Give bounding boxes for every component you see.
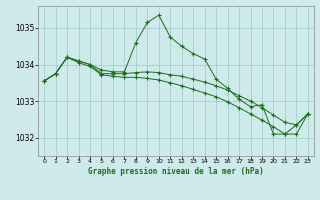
X-axis label: Graphe pression niveau de la mer (hPa): Graphe pression niveau de la mer (hPa) xyxy=(88,167,264,176)
